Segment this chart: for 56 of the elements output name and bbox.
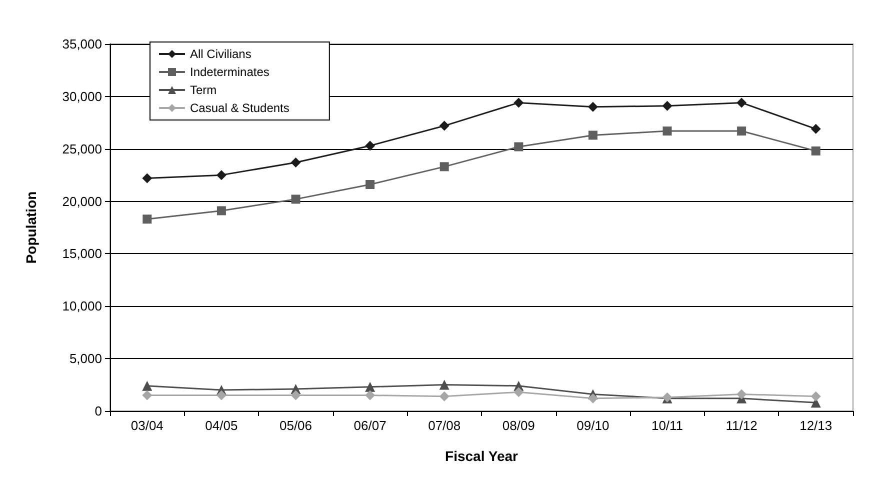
y-tick-label: 0 [94, 404, 102, 418]
x-tick-label: 06/07 [354, 418, 386, 433]
x-tick-label: 11/12 [726, 418, 758, 433]
point [290, 157, 301, 168]
point [514, 98, 524, 108]
point [736, 98, 747, 108]
point [439, 380, 450, 390]
point [216, 170, 226, 180]
y-tick-label: 10,000 [62, 298, 102, 314]
point [588, 393, 598, 404]
y-tick-label: 20,000 [62, 194, 102, 209]
point [514, 387, 524, 398]
y-tick-label: 15,000 [62, 246, 102, 262]
point [811, 146, 820, 156]
y-tick-label: 30,000 [62, 88, 102, 104]
point [142, 390, 152, 400]
point [588, 130, 598, 140]
point [216, 390, 226, 400]
x-tick-label: 05/06 [279, 418, 312, 433]
point [290, 390, 301, 400]
point [142, 214, 152, 224]
point [439, 391, 450, 402]
point [366, 180, 375, 190]
point [662, 126, 672, 136]
point [514, 142, 524, 152]
point [365, 390, 376, 400]
y-tick-label: 25,000 [62, 141, 102, 156]
point [662, 100, 672, 111]
legend-label: All Civilians [190, 47, 252, 61]
y-tick-label: 35,000 [62, 36, 102, 52]
x-tick-label: 04/05 [205, 418, 238, 433]
x-tick-label: 10/11 [651, 418, 684, 433]
x-axis-title: Fiscal Year [445, 448, 519, 464]
point [736, 389, 747, 400]
point [142, 380, 152, 391]
point [810, 391, 821, 402]
y-axis-title: Population [23, 191, 39, 264]
point [365, 382, 376, 392]
point [737, 126, 746, 136]
legend-label: Indeterminates [190, 65, 270, 79]
point [440, 162, 449, 172]
x-tick-label: 08/09 [502, 418, 535, 433]
point [588, 102, 598, 112]
x-tick-label: 07/08 [428, 418, 461, 433]
point [365, 140, 376, 151]
x-tick-label: 03/04 [130, 418, 164, 433]
legend-label: Term [190, 83, 217, 97]
point [810, 124, 821, 134]
x-tick-label: 12/13 [800, 418, 832, 433]
point [291, 194, 300, 204]
point [439, 120, 450, 131]
point [216, 206, 226, 216]
legend-label: Casual & Students [190, 101, 290, 115]
y-tick-label: 5,000 [69, 351, 102, 366]
x-tick-label: 09/10 [576, 418, 610, 433]
point [142, 173, 152, 184]
